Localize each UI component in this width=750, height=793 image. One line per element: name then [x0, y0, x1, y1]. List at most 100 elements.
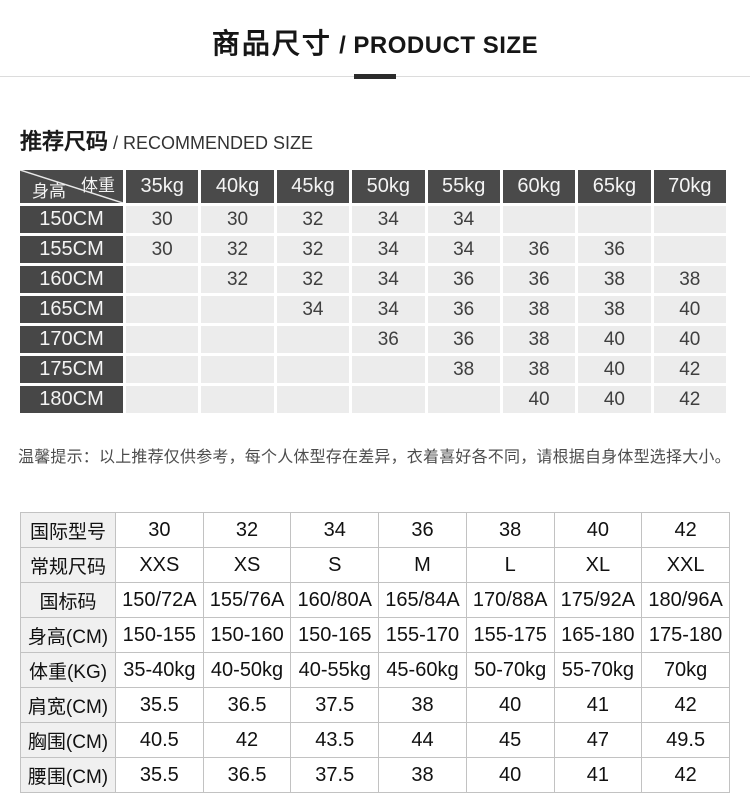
spec-row-label: 国标码 — [20, 582, 116, 618]
spec-row: 体重(KG) 35-40kg 40-50kg 40-55kg 45-60kg 50-70k… — [20, 652, 730, 688]
size-value-cell: 36 — [502, 266, 576, 293]
corner-height-label: 身高 — [32, 182, 66, 201]
spec-value-cell: 30 — [115, 512, 204, 548]
spec-row-label: 胸围(CM) — [20, 722, 116, 758]
size-value-cell — [578, 206, 651, 233]
height-label: 175CM — [20, 356, 123, 383]
size-value-cell: 40 — [653, 326, 726, 353]
spec-value-cell: L — [465, 547, 555, 583]
spec-value-cell: S — [290, 547, 380, 583]
size-value-cell: 40 — [502, 386, 576, 413]
size-value-cell: 40 — [578, 386, 651, 413]
spec-value-cell: 155/76A — [202, 582, 292, 618]
spec-value-cell: 43.5 — [290, 722, 380, 758]
size-value-cell: 38 — [502, 326, 576, 353]
size-value-cell — [352, 386, 425, 413]
spec-value-cell: 150-165 — [290, 617, 380, 653]
spec-value-cell: 36.5 — [202, 757, 292, 793]
spec-value-cell: XXL — [641, 547, 730, 583]
size-value-cell: 34 — [427, 206, 500, 233]
spec-value-cell: M — [378, 547, 467, 583]
size-value-cell: 32 — [201, 236, 274, 263]
spec-row-label: 腰围(CM) — [20, 757, 116, 793]
size-value-cell: 38 — [578, 266, 651, 293]
recommended-heading-cn: 推荐尺码 — [20, 129, 109, 154]
size-value-cell: 36 — [427, 266, 500, 293]
height-label: 170CM — [20, 326, 123, 353]
height-label: 155CM — [20, 236, 123, 263]
spec-value-cell: 42 — [641, 757, 730, 793]
spec-value-cell: 36 — [378, 512, 467, 548]
spec-value-cell: 180/96A — [641, 582, 730, 618]
spec-value-cell: 35.5 — [115, 757, 204, 793]
corner-weight-label: 体重 — [81, 176, 115, 195]
recommended-row: 155CM 30 32 32 34 34 36 36 — [20, 236, 726, 263]
spec-value-cell: 38 — [465, 512, 555, 548]
size-value-cell: 32 — [201, 266, 274, 293]
spec-value-cell: 45 — [465, 722, 555, 758]
spec-value-cell: 38 — [378, 757, 467, 793]
spec-value-cell: 41 — [553, 757, 643, 793]
spec-value-cell: 150/72A — [115, 582, 204, 618]
spec-table-body: 国际型号 30 32 34 36 38 40 42 常规尺码 XXS XS S M L XL XXL 国标码 15… — [20, 512, 730, 793]
size-value-cell: 38 — [653, 266, 726, 293]
spec-value-cell: 42 — [202, 722, 292, 758]
spec-value-cell: XXS — [115, 547, 204, 583]
spec-value-cell: 150-160 — [202, 617, 292, 653]
size-value-cell — [502, 206, 576, 233]
spec-value-cell: 44 — [378, 722, 467, 758]
spec-row: 胸围(CM) 40.5 42 43.5 44 45 47 49.5 — [20, 722, 730, 758]
weight-header: 35kg — [126, 170, 199, 203]
size-value-cell — [352, 356, 425, 383]
spec-row-label: 国际型号 — [20, 512, 116, 548]
size-value-cell — [427, 386, 500, 413]
size-value-cell — [126, 386, 199, 413]
weight-header: 45kg — [276, 170, 350, 203]
size-value-cell — [126, 326, 199, 353]
spec-value-cell: 40 — [465, 757, 555, 793]
spec-value-cell: 47 — [553, 722, 643, 758]
recommended-size-heading: 推荐尺码 / RECOMMENDED SIZE — [20, 124, 750, 156]
diagonal-line-icon — [20, 170, 123, 203]
size-value-cell — [201, 356, 274, 383]
spec-value-cell: 36.5 — [202, 687, 292, 723]
spec-row: 国际型号 30 32 34 36 38 40 42 — [20, 512, 730, 548]
divider-dash — [354, 74, 396, 79]
spec-value-cell: 160/80A — [290, 582, 380, 618]
weight-header: 55kg — [427, 170, 500, 203]
spec-value-cell: 55-70kg — [553, 652, 643, 688]
spec-value-cell: 40 — [465, 687, 555, 723]
spec-row: 肩宽(CM) 35.5 36.5 37.5 38 40 41 42 — [20, 687, 730, 723]
recommended-row: 170CM 36 36 38 40 40 — [20, 326, 726, 353]
size-value-cell: 40 — [653, 296, 726, 323]
recommended-row: 160CM 32 32 34 36 36 38 38 — [20, 266, 726, 293]
size-value-cell: 34 — [352, 266, 425, 293]
size-value-cell — [126, 296, 199, 323]
weight-header-row: 体重 身高 35kg 40kg 45kg 50kg 55kg 60kg 65kg 70kg — [20, 170, 726, 203]
size-value-cell: 30 — [201, 206, 274, 233]
size-value-cell: 32 — [276, 236, 350, 263]
size-value-cell: 36 — [427, 296, 500, 323]
spec-row-label: 体重(KG) — [20, 652, 116, 688]
spec-value-cell: 155-170 — [378, 617, 467, 653]
size-value-cell: 34 — [427, 236, 500, 263]
size-value-cell: 38 — [502, 296, 576, 323]
size-value-cell — [276, 326, 350, 353]
size-value-cell: 38 — [427, 356, 500, 383]
spec-value-cell: 175-180 — [641, 617, 730, 653]
size-value-cell — [201, 326, 274, 353]
height-label: 165CM — [20, 296, 123, 323]
size-value-cell: 30 — [126, 236, 199, 263]
weight-header: 70kg — [653, 170, 726, 203]
spec-value-cell: 45-60kg — [378, 652, 467, 688]
recommended-size-body: 150CM 30 30 32 34 34 155CM 30 32 32 34 34 36 36 160CM 3… — [20, 206, 726, 413]
spec-value-cell: 40.5 — [115, 722, 204, 758]
spec-value-cell: 35.5 — [115, 687, 204, 723]
spec-row-label: 身高(CM) — [20, 617, 116, 653]
size-value-cell: 38 — [578, 296, 651, 323]
size-value-cell — [126, 266, 199, 293]
spec-value-cell: 37.5 — [290, 757, 380, 793]
recommended-heading-en: / RECOMMENDED SIZE — [108, 133, 314, 153]
page-title-cn: 商品尺寸 — [211, 28, 332, 59]
size-value-cell: 30 — [126, 206, 199, 233]
